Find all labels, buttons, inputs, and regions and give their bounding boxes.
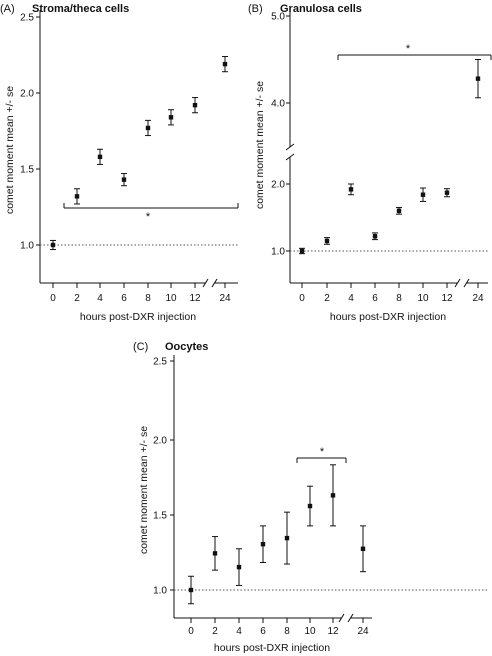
- panel-a-letter: (A): [0, 3, 15, 15]
- panel-a-ytick-label: 1.0: [20, 241, 34, 252]
- panel-c-xtick-label: 12: [327, 626, 339, 637]
- panel-c-sig-star: *: [320, 446, 325, 458]
- panel-a-xtick-label: 24: [219, 293, 231, 304]
- panel-c-xtick-label: 0: [188, 626, 194, 637]
- panel-b-xtick-label: 0: [299, 293, 305, 304]
- panel-b-ylabel: comet moment mean +/- se: [254, 81, 266, 209]
- panel-b-data-point: [444, 190, 450, 195]
- panel-a-x-axis-break-mark: [202, 278, 209, 288]
- panel-b-data-point: [299, 248, 305, 254]
- panel-a-ytick-label: 1.5: [20, 165, 34, 176]
- panel-c-data-point: [212, 551, 218, 556]
- panel-c-data-point: [360, 546, 366, 551]
- panel-c-data-point: [260, 542, 266, 547]
- panel-b-xtick-label: 10: [417, 293, 429, 304]
- panel-c-ytick-label: 2.0: [153, 436, 167, 447]
- panel-c-x-axis-break-mark: [347, 613, 354, 623]
- panel-a-data-point: [192, 102, 198, 108]
- panel-b-ytick-label: 2.0: [271, 180, 285, 191]
- panel-a-xtick-label: 4: [97, 293, 103, 304]
- panel-b-xtick-label: 8: [396, 293, 402, 304]
- panel-c-data-point: [236, 564, 242, 570]
- panel-b-xtick-label: 2: [324, 293, 330, 304]
- panel-a-data-point: [74, 194, 80, 199]
- panel-a-xtick-label: 12: [189, 293, 201, 304]
- panel-c-xtick-label: 6: [260, 626, 266, 637]
- panel-b-xtick-label: 6: [372, 293, 378, 304]
- panel-c-xtick-label: 8: [284, 626, 290, 637]
- panel-a-xtick-label: 0: [50, 293, 56, 304]
- panel-a-sig-star: *: [146, 211, 151, 223]
- panel-c-xlabel: hours post-DXR injection: [214, 642, 330, 654]
- panel-c-xtick-label: 4: [236, 626, 242, 637]
- panel-b-ytick-label: 1.0: [271, 247, 285, 258]
- panel-b-data-point: [475, 76, 481, 81]
- panel-a-x-axis-break-mark: [211, 278, 218, 288]
- panel-a-xtick-label: 10: [165, 293, 177, 304]
- panel-a: (A) Stroma/theca cells comet moment mean…: [0, 3, 231, 323]
- panel-c-data-point: [307, 503, 313, 509]
- panel-b-title: Granulosa cells: [280, 3, 362, 15]
- panel-b-data-point: [372, 234, 378, 239]
- panel-a-data-point: [168, 115, 174, 120]
- panel-b-sig-star: *: [406, 43, 411, 55]
- panel-c-data-point: [188, 587, 194, 593]
- panel-b-y-axis-break-mark: [285, 143, 295, 151]
- panel-a-ytick-label: 2.5: [20, 13, 34, 24]
- panel-a-data-point: [50, 242, 56, 248]
- panel-c-xtick-label: 2: [212, 626, 218, 637]
- panel-a-data-point: [145, 125, 151, 131]
- panel-b-xtick-label: 24: [472, 293, 484, 304]
- panel-a-data-point: [222, 61, 228, 67]
- panel-b-data-point: [420, 192, 426, 197]
- panel-b-xtick-label: 4: [348, 293, 354, 304]
- panel-a-ytick-label: 2.0: [20, 89, 34, 100]
- panel-c-ytick-label: 2.5: [153, 357, 167, 368]
- panel-c-data-point: [330, 493, 336, 498]
- panel-b-data-point: [324, 238, 330, 244]
- panel-b-ytick-label: 5.0: [271, 12, 285, 23]
- panel-a-xtick-label: 2: [74, 293, 80, 304]
- panel-a-xtick-label: 8: [145, 293, 151, 304]
- panel-b-x-axis-break-mark: [454, 278, 461, 288]
- panel-c-ytick-label: 1.0: [153, 586, 167, 597]
- panel-b-ytick-label: 4.0: [271, 99, 285, 110]
- panel-c-xtick-label: 10: [304, 626, 316, 637]
- panel-a-data-point: [121, 177, 127, 182]
- panel-c-ylabel: comet moment mean +/- se: [138, 426, 150, 554]
- panel-b-y-axis-break-mark: [285, 153, 295, 161]
- panel-c-x-axis-break-mark: [338, 613, 345, 623]
- panel-b-xtick-label: 12: [441, 293, 453, 304]
- panel-b-letter: (B): [248, 3, 263, 15]
- panel-b-data-point: [348, 187, 354, 192]
- panel-b: (B) Granulosa cells comet moment mean +/…: [248, 3, 484, 323]
- panel-c: (C) Oocytes comet moment mean +/- se hou…: [133, 341, 369, 654]
- panel-a-ylabel: comet moment mean +/- se: [4, 86, 16, 214]
- panel-b-xlabel: hours post-DXR injection: [330, 311, 446, 323]
- panel-a-xlabel: hours post-DXR injection: [80, 311, 196, 323]
- panel-a-data-point: [97, 154, 103, 160]
- panel-c-letter: (C): [133, 341, 148, 353]
- panel-a-title: Stroma/theca cells: [32, 3, 129, 15]
- panel-b-data-point: [396, 208, 402, 213]
- panel-a-xtick-label: 6: [121, 293, 127, 304]
- panel-c-title: Oocytes: [165, 341, 208, 353]
- chart-marks: [36, 10, 492, 623]
- panel-b-x-axis-break-mark: [463, 278, 470, 288]
- panel-c-xtick-label: 24: [357, 626, 369, 637]
- panel-c-ytick-label: 1.5: [153, 511, 167, 522]
- panel-c-data-point: [284, 535, 290, 541]
